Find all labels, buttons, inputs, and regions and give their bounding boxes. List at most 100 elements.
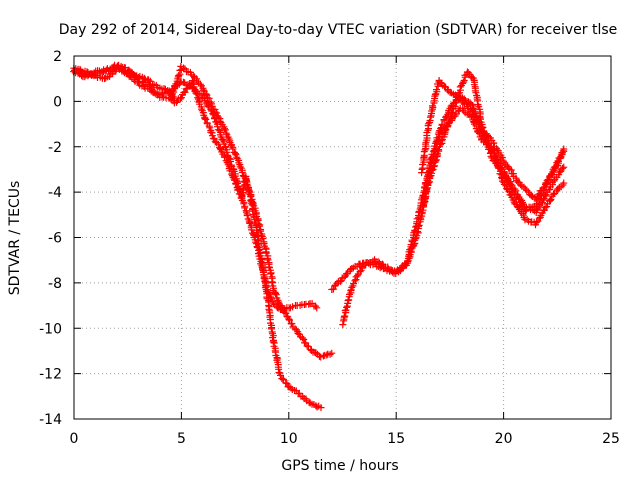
data-point (313, 304, 321, 312)
data-point (559, 164, 567, 172)
data-point (490, 139, 498, 147)
data-point (507, 180, 515, 188)
data-point (312, 349, 320, 357)
data-point (240, 182, 248, 190)
data-point (214, 140, 222, 148)
data-point (267, 325, 275, 333)
y-tick-label: -8 (48, 276, 62, 292)
y-tick-label: -2 (48, 140, 62, 156)
data-point (451, 91, 459, 99)
data-point (78, 72, 86, 80)
data-point (541, 192, 549, 200)
data-point (427, 154, 435, 162)
data-point (282, 379, 290, 387)
data-point (219, 136, 227, 144)
data-point (210, 135, 218, 143)
data-point (259, 235, 267, 242)
data-point (199, 86, 207, 94)
x-tick-label: 25 (602, 431, 620, 447)
data-point (259, 265, 267, 273)
data-point (173, 98, 180, 106)
x-axis-label: GPS time / hours (281, 458, 398, 474)
data-point (272, 290, 279, 297)
data-point (435, 128, 443, 136)
data-point (171, 82, 179, 90)
data-point (189, 79, 197, 87)
data-point (459, 78, 467, 86)
data-point (98, 68, 106, 75)
y-axis-label: SDTVAR / TECUs (7, 181, 23, 296)
data-point (303, 342, 311, 350)
data-point (198, 105, 206, 113)
data-point (340, 273, 348, 281)
data-point (229, 145, 237, 153)
data-point (413, 215, 421, 223)
data-point (346, 290, 353, 298)
data-point (560, 179, 568, 187)
data-point (403, 259, 411, 267)
data-point (339, 321, 347, 329)
data-point (227, 142, 235, 150)
plot-frame (73, 55, 612, 420)
data-point (329, 285, 337, 293)
data-point (238, 168, 246, 176)
data-point (253, 228, 261, 236)
data-point (474, 128, 482, 136)
data-point (505, 188, 513, 196)
data-point (550, 177, 558, 185)
data-point (491, 151, 499, 159)
x-tick-label: 0 (70, 431, 79, 447)
data-point (277, 303, 285, 311)
data-point (459, 99, 467, 107)
data-point (374, 258, 382, 266)
data-point (558, 149, 566, 157)
data-point (459, 80, 467, 87)
chart-title: Day 292 of 2014, Sidereal Day-to-day VTE… (59, 22, 618, 38)
data-point (412, 223, 420, 231)
data-point (433, 86, 440, 94)
data-point (415, 208, 423, 216)
y-tick-label: 0 (53, 94, 62, 110)
data-point (460, 77, 468, 84)
data-point (226, 167, 234, 175)
data-point (437, 125, 445, 133)
data-point (285, 315, 293, 323)
data-point (508, 181, 516, 189)
data-point (511, 185, 519, 193)
data-point (560, 147, 568, 155)
data-point (232, 180, 240, 188)
data-point (193, 90, 201, 98)
data-point (242, 208, 250, 216)
data-point (534, 217, 542, 225)
data-point (176, 95, 184, 103)
data-point (268, 278, 276, 286)
data-point (165, 87, 173, 95)
data-point (420, 148, 428, 156)
y-tick-label: -14 (39, 412, 62, 428)
y-tick-label: -10 (39, 321, 62, 337)
data-point (214, 123, 221, 131)
data-point (178, 94, 185, 102)
x-tick-label: 10 (280, 431, 298, 447)
data-point (277, 371, 284, 379)
data-points (70, 61, 568, 412)
data-point (180, 64, 187, 72)
data-point (196, 80, 204, 88)
data-point (280, 308, 288, 316)
data-point (433, 134, 441, 142)
data-point (358, 263, 366, 271)
data-point (442, 123, 450, 130)
data-point (351, 277, 359, 285)
grid-lines (74, 56, 611, 419)
data-point (83, 68, 91, 76)
data-point (221, 125, 228, 133)
data-point (328, 349, 336, 357)
data-point (438, 137, 446, 145)
data-point (547, 195, 555, 203)
data-point (235, 159, 243, 167)
data-point (202, 116, 210, 123)
y-tick-label: 2 (53, 49, 62, 65)
x-tick-label: 15 (387, 431, 405, 447)
